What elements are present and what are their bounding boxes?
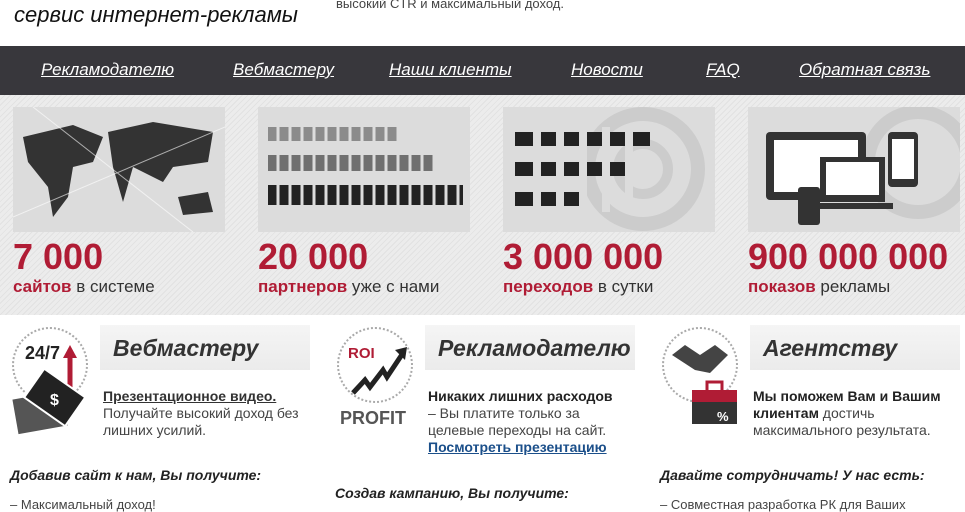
devices-icon [748,107,960,232]
nav-faq[interactable]: FAQ [706,60,740,79]
column-subtitle: Добавив сайт к нам, Вы получите: [10,467,262,483]
svg-text:$: $ [50,392,59,409]
stat-sites: 7 000 сайтов в системе [13,107,225,297]
stat-number: 900 000 000 [748,236,949,277]
svg-text:%: % [717,409,729,424]
presentation-video-link[interactable]: Презентационное видео. [103,388,277,404]
stat-rest: уже с нами [347,277,440,296]
column-bold: Мы поможем Вам и Вашим клиентам [753,388,941,421]
list-item: – Максимальный доход! [10,497,156,512]
main-nav: Рекламодателю Вебмастеру Наши клиенты Но… [0,46,965,95]
icon-text: 24/7 [25,343,61,363]
stat-highlight: сайтов [13,277,72,296]
column-title: Рекламодателю [438,335,631,361]
stat-clicks: 3 000 000 переходов в сутки [503,107,715,297]
header-bar [425,325,635,370]
view-presentation-link[interactable]: Посмотреть презентацию [428,439,607,455]
people-crowd-icon [258,107,470,232]
stats-band: 7 000 сайтов в системе 20 000 партнеров … [0,95,965,315]
runners-icon [503,107,715,232]
slogan: высокий CTR и максимальный доход. [336,0,565,11]
stat-rest: в сутки [593,277,654,296]
handshake-briefcase-icon: % [672,345,737,424]
stat-number: 7 000 [13,236,104,277]
column-title: Вебмастеру [113,335,259,361]
nav-webmaster[interactable]: Вебмастеру [233,60,334,79]
column-text: Презентационное видео. Получайте высокий … [103,388,308,439]
stat-highlight: показов [748,277,816,296]
header-bar [750,325,960,370]
nav-advertiser[interactable]: Рекламодателю [41,60,175,79]
nav-feedback[interactable]: Обратная связь [799,60,931,79]
world-map-icon [13,107,225,232]
stat-number: 20 000 [258,236,369,277]
column-body: достичь максимального результата. [753,405,931,438]
list-item: – Совместная разработка РК для Ваших [660,497,906,512]
nav-clients[interactable]: Наши клиенты [389,60,512,79]
stat-highlight: переходов [503,277,594,296]
roi-text: ROI [348,345,375,362]
column-body: Получайте высокий доход без лишних усили… [103,405,299,438]
agency-column: Агентству % Мы поможем Вам и Вашим клиен… [660,325,960,512]
column-text: Никаких лишних расходов – Вы платите толь… [428,388,633,456]
tagline: сервис интернет-рекламы [14,2,298,27]
stat-highlight: партнеров [258,277,348,296]
column-subtitle: Давайте сотрудничать! У нас есть: [660,467,925,483]
stat-rest: в системе [71,277,155,296]
stat-caption: партнеров уже с нами [258,277,470,297]
column-title: Агентству [763,335,898,361]
stat-partners: 20 000 партнеров уже с нами [258,107,470,297]
header-bar [100,325,310,370]
stat-caption: показов рекламы [748,277,960,297]
nav-news[interactable]: Новости [571,60,643,79]
column-subtitle: Создав кампанию, Вы получите: [335,485,569,501]
stat-caption: переходов в сутки [503,277,715,297]
stat-impressions: 900 000 000 показов рекламы [748,107,960,297]
stat-number: 3 000 000 [503,236,664,277]
profit-text: PROFIT [340,408,406,428]
column-bold: Никаких лишних расходов [428,388,613,404]
stat-caption: сайтов в системе [13,277,225,297]
stat-rest: рекламы [815,277,891,296]
column-text: Мы поможем Вам и Вашим клиентам достичь … [753,388,958,439]
webmaster-column: Вебмастеру 24/7 $ Презентационное видео.… [10,325,310,512]
circle-frame [337,327,413,403]
advertiser-column: Рекламодателю ROI PROFIT Никаких лишних … [335,325,635,507]
column-body: – Вы платите только за целевые переходы … [428,405,607,438]
